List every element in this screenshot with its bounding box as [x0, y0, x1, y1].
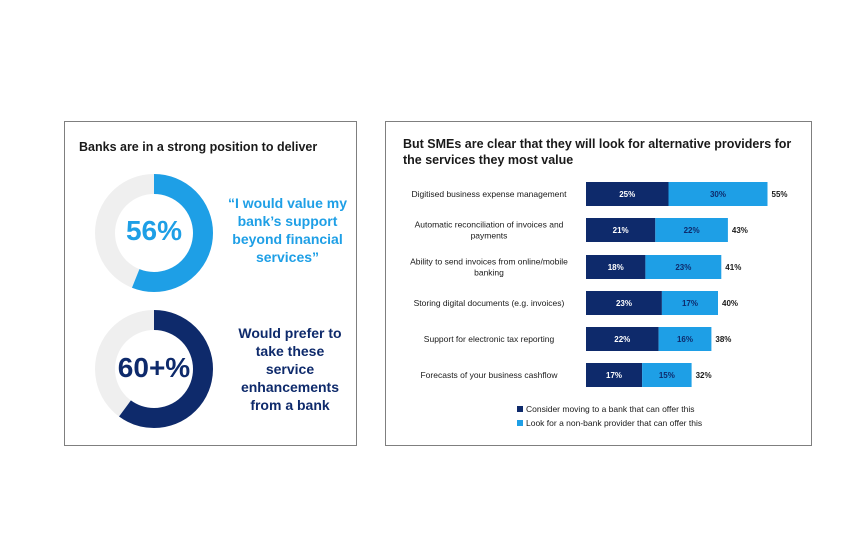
legend-swatch-non-bank	[517, 420, 523, 426]
left-panel: Banks are in a strong position to delive…	[64, 121, 357, 446]
bar-total-label: 41%	[725, 263, 741, 272]
donut-chart-60	[95, 310, 213, 428]
bar-bank	[586, 218, 656, 242]
bar-bank	[586, 255, 646, 279]
bar-data-label: 17%	[682, 299, 698, 308]
category-label: Forecasts of your business cashflow	[420, 370, 558, 380]
bar-data-label: 23%	[616, 299, 632, 308]
bar-non-bank	[658, 327, 712, 351]
bar-bank	[586, 363, 643, 387]
bar-non-bank	[655, 218, 728, 242]
donut-arc-60	[95, 310, 213, 428]
bar-non-bank	[645, 255, 722, 279]
bar-data-label: 16%	[677, 335, 693, 344]
category-label: Support for electronic tax reporting	[424, 334, 555, 344]
bar-total-label: 32%	[696, 371, 712, 380]
right-panel: Digitised business expense management 25%…	[385, 121, 812, 446]
stat-value-56: 56%	[125, 215, 183, 246]
bar-total-label: 55%	[772, 190, 788, 199]
bar-total-label: 40%	[722, 299, 738, 308]
legend-label: Consider moving to a bank that can offer…	[526, 404, 695, 414]
donut-arc-56	[95, 174, 213, 292]
bar-bank	[586, 291, 662, 315]
stat-value-60: 60+%	[117, 352, 191, 383]
legend-swatch-bank	[517, 406, 523, 412]
category-label: Digitised business expense management	[412, 189, 568, 199]
bar-bank	[586, 327, 659, 351]
bar-data-label: 22%	[614, 335, 630, 344]
donut-chart-56	[95, 174, 213, 292]
left-panel-title: Banks are in a strong position to delive…	[79, 140, 318, 154]
bar-total-label: 38%	[715, 335, 731, 344]
bar-total-label: 43%	[732, 226, 748, 235]
bar-bank	[586, 182, 669, 206]
bar-data-label: 18%	[608, 263, 624, 272]
category-label: Storing digital documents (e.g. invoices…	[414, 298, 565, 308]
right-panel-title: But SMEs are clear that they will look f…	[403, 137, 792, 167]
bar-data-label: 23%	[675, 263, 691, 272]
category-label: Automatic reconciliation of invoices and…	[415, 220, 564, 241]
bar-data-label: 15%	[659, 371, 675, 380]
bar-non-bank	[668, 182, 768, 206]
bar-data-label: 17%	[606, 371, 622, 380]
bar-data-label: 22%	[684, 226, 700, 235]
bar-non-bank	[642, 363, 692, 387]
bar-data-label: 21%	[613, 226, 629, 235]
stat-statement-2: Would prefer to take these service enhan…	[238, 325, 342, 413]
legend-label: Look for a non-bank provider that can of…	[526, 418, 702, 428]
bar-data-label: 25%	[619, 190, 635, 199]
stacked-bar-chart: Digitised business expense management 25%…	[410, 182, 788, 428]
category-label: Ability to send invoices from online/mob…	[410, 257, 568, 278]
bar-data-label: 30%	[710, 190, 726, 199]
stat-statement-1: “I would value my bank’s support beyond …	[227, 195, 348, 265]
bar-non-bank	[661, 291, 718, 315]
